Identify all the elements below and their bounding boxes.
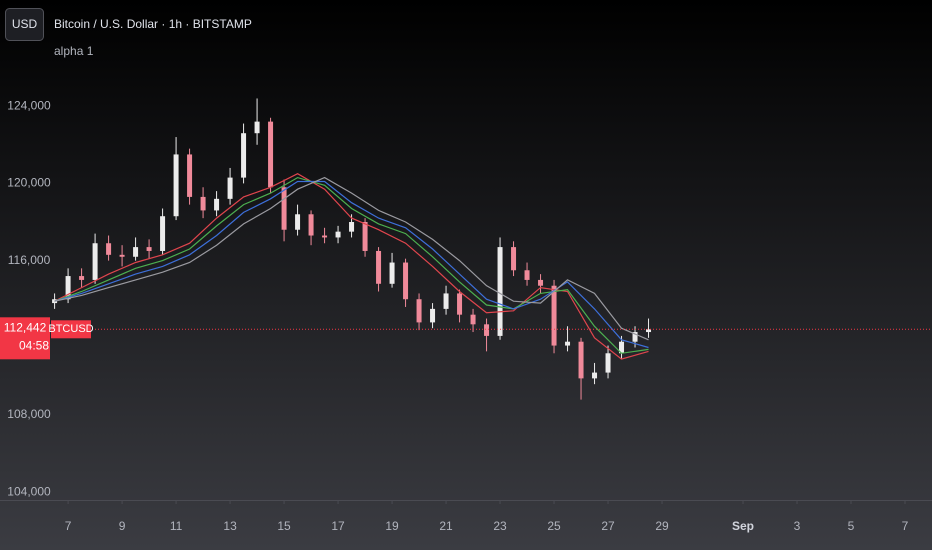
candle-body xyxy=(322,235,328,238)
x-tick-label: Sep xyxy=(732,519,754,533)
x-tick-label: 29 xyxy=(655,519,669,533)
candle-body xyxy=(79,276,85,280)
candle-body xyxy=(254,121,260,134)
chart-title: Bitcoin / U.S. Dollar · 1h · BITSTAMP xyxy=(54,17,252,31)
x-tick-label: 13 xyxy=(223,519,237,533)
candle-body xyxy=(632,332,638,342)
candle-body xyxy=(241,133,247,178)
candle-body xyxy=(146,247,152,251)
candle-body xyxy=(457,293,463,315)
candle-body xyxy=(92,243,98,280)
x-tick-label: 5 xyxy=(848,519,855,533)
symbol-label: BTCUSD xyxy=(48,323,93,335)
candle-body xyxy=(389,262,395,284)
countdown: 04:58 xyxy=(19,338,49,352)
candle-body xyxy=(470,314,476,325)
x-tick-label: 7 xyxy=(902,519,909,533)
x-tick-label: 17 xyxy=(331,519,345,533)
candle-body xyxy=(106,243,112,255)
x-tick-label: 7 xyxy=(65,519,72,533)
candle-body xyxy=(349,222,355,232)
candle-body xyxy=(281,187,287,230)
candle-body xyxy=(565,341,571,346)
candle-body xyxy=(524,270,530,280)
x-tick-label: 3 xyxy=(794,519,801,533)
candle-body xyxy=(295,214,301,230)
y-tick-label: 120,000 xyxy=(7,176,51,190)
candle-body xyxy=(335,231,341,238)
candle-body xyxy=(484,324,490,336)
chart-subtitle: alpha 1 xyxy=(54,44,94,58)
x-tick-label: 15 xyxy=(277,519,291,533)
candle-body xyxy=(578,341,584,379)
ma-line xyxy=(54,176,649,341)
candle-body xyxy=(268,121,274,188)
y-tick-label: 104,000 xyxy=(7,484,51,498)
candle-body xyxy=(187,154,193,197)
currency[interactable]: USD xyxy=(12,17,38,31)
candle-body xyxy=(403,262,409,300)
candle-body xyxy=(133,247,139,257)
y-tick-label: 124,000 xyxy=(7,98,51,112)
candle-body xyxy=(200,196,206,211)
candle-body xyxy=(538,279,544,286)
candle-body xyxy=(497,247,503,336)
candle-body xyxy=(416,299,422,323)
ma-line xyxy=(54,173,649,360)
candle-body xyxy=(214,198,220,211)
x-tick-label: 21 xyxy=(439,519,453,533)
candle-body xyxy=(443,293,449,309)
candle-body xyxy=(592,372,598,379)
candle-body xyxy=(308,214,314,236)
candle-body xyxy=(376,250,382,284)
candle-body xyxy=(605,353,611,373)
last-price-label: 112,442 xyxy=(4,320,47,334)
candle-body xyxy=(173,154,179,217)
symbol-box xyxy=(51,320,91,339)
last-price-box xyxy=(0,317,50,360)
candle-body xyxy=(362,222,368,251)
y-tick-label: 108,000 xyxy=(7,407,51,421)
candle-body xyxy=(619,341,625,354)
x-tick-label: 11 xyxy=(170,519,183,533)
candle-body xyxy=(646,329,652,333)
x-tick-label: 27 xyxy=(601,519,615,533)
candle-body xyxy=(65,276,71,300)
candle-body xyxy=(551,285,557,346)
x-tick-label: 9 xyxy=(119,519,126,533)
candle-body xyxy=(119,254,125,257)
x-tick-label: 19 xyxy=(385,519,399,533)
plot xyxy=(52,98,652,400)
ma-line xyxy=(54,176,649,354)
candle-body xyxy=(511,247,517,271)
y-tick-label: 116,000 xyxy=(8,253,51,267)
candle-body xyxy=(227,177,233,199)
x-tick-label: 23 xyxy=(493,519,507,533)
candle-body xyxy=(160,216,166,251)
currency-button[interactable] xyxy=(5,8,44,41)
ma-line xyxy=(54,180,649,349)
candle-body xyxy=(430,308,436,323)
x-tick-label: 25 xyxy=(547,519,561,533)
